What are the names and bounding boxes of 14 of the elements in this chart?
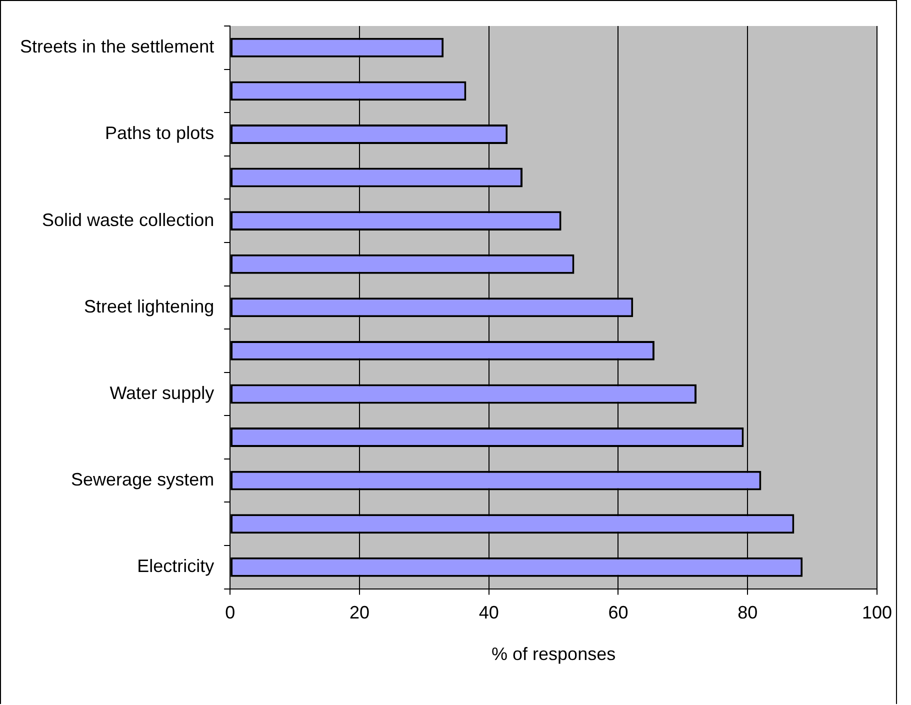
- x-tick-label: 20: [349, 602, 370, 623]
- y-tick-label: Sewerage system: [71, 470, 214, 490]
- x-tick-label: 40: [478, 602, 499, 623]
- y-tick-label: Streets in the settlement: [20, 36, 214, 57]
- x-tick-label: 80: [738, 602, 758, 623]
- y-tick-label: Electricity: [137, 556, 214, 576]
- y-tick-label: Solid waste collection: [42, 210, 214, 230]
- y-tick-label: Paths to plots: [105, 123, 214, 144]
- x-axis-title: % of responses: [492, 644, 616, 664]
- x-tick-label: 100: [862, 602, 892, 623]
- y-tick-label: Street lightening: [84, 296, 214, 316]
- y-tick-label: Water supply: [110, 382, 214, 403]
- x-tick-label: 0: [225, 602, 236, 623]
- x-tick-label: 60: [608, 602, 628, 623]
